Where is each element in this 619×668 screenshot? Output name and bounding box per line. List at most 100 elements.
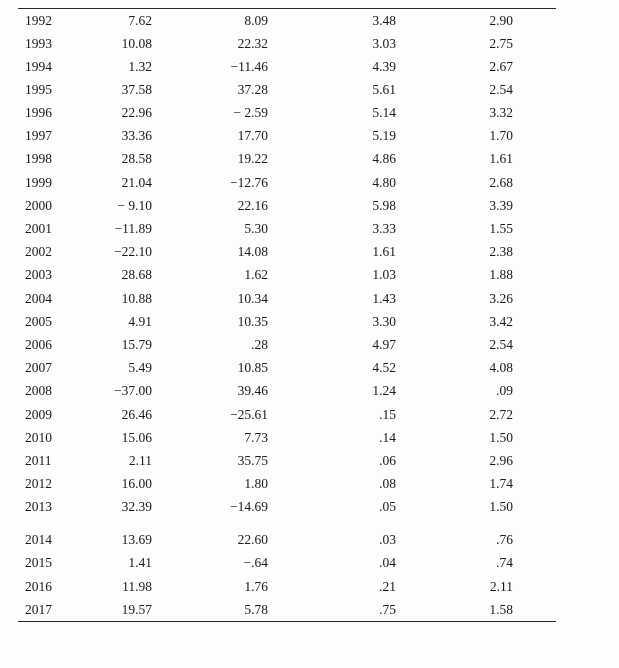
annual-returns-table: 1992 7.62 8.09 3.48 2.90 1993 10.08 22.32 3.03 2.… [18,8,556,622]
spacer-cell [513,287,556,310]
spacer-cell [513,32,556,55]
value-cell: 10.08 [121,35,152,51]
year-cell: 2012 [25,476,52,492]
value-cell: 4.80 [372,174,396,190]
year-cell: 2003 [25,267,52,283]
value-cell: 1.61 [372,244,396,260]
table-row: 2017 19.57 5.78 .75 1.58 [18,598,556,621]
value-cell: 1.50 [489,499,513,515]
value-cell: 7.73 [244,429,268,445]
spacer-cell [513,403,556,426]
value-cell: 5.78 [244,601,268,617]
spacer-cell [513,519,556,552]
value-cell: 5.61 [372,81,396,97]
table-row: 1993 10.08 22.32 3.03 2.75 [18,32,556,55]
year-cell: 2014 [25,531,52,547]
value-cell: 3.33 [372,221,396,237]
value-cell: 1.41 [128,555,152,571]
table-row: 1994 1.32 −11.46 4.39 2.67 [18,55,556,78]
value-cell: − 9.10 [117,197,152,213]
value-cell: 1.43 [372,290,396,306]
table-row: 1996 22.96 − 2.59 5.14 3.32 [18,101,556,124]
spacer-cell [513,356,556,379]
year-cell: 1996 [25,105,52,121]
value-cell: −37.00 [114,383,152,399]
value-cell: 2.11 [489,578,513,594]
year-cell: 2001 [25,221,52,237]
value-cell: 21.04 [121,174,152,190]
table-row: 2015 1.41 −.64 .04 .74 [18,552,556,575]
table-row: 2013 32.39 −14.69 .05 1.50 [18,495,556,518]
spacer-cell [513,472,556,495]
table-row: 1998 28.58 19.22 4.86 1.61 [18,148,556,171]
value-cell: 3.32 [489,105,513,121]
value-cell: 4.39 [372,58,396,74]
spacer-cell [513,194,556,217]
value-cell: 1.62 [244,267,268,283]
value-cell: 3.30 [372,313,396,329]
table-row: 1999 21.04 −12.76 4.80 2.68 [18,171,556,194]
year-cell: 1994 [25,58,52,74]
value-cell: 2.96 [489,452,513,468]
value-cell: 7.62 [128,12,152,28]
value-cell: 19.22 [237,151,268,167]
value-cell: .28 [251,336,268,352]
year-cell: 2016 [25,578,52,594]
value-cell: 1.50 [489,429,513,445]
value-cell: 2.72 [489,406,513,422]
value-cell: .21 [379,578,396,594]
table-row: 2003 28.68 1.62 1.03 1.88 [18,264,556,287]
table-row: 1992 7.62 8.09 3.48 2.90 [18,9,556,32]
document-page: 1992 7.62 8.09 3.48 2.90 1993 10.08 22.32 3.03 2.… [18,8,556,622]
value-cell: .74 [496,555,513,571]
value-cell: 3.26 [489,290,513,306]
year-cell: 1998 [25,151,52,167]
table-row: 2009 26.46 −25.61 .15 2.72 [18,403,556,426]
value-cell: 3.48 [372,12,396,28]
year-cell: 2007 [25,360,52,376]
table-row: 2011 2.11 35.75 .06 2.96 [18,449,556,472]
value-cell: −11.46 [230,58,269,74]
year-cell: 2008 [25,383,52,399]
value-cell: 1.70 [489,128,513,144]
year-cell: 1997 [25,128,52,144]
value-cell: 26.46 [121,406,152,422]
spacer-cell [513,449,556,472]
year-cell: 1999 [25,174,52,190]
value-cell: 39.46 [237,383,268,399]
value-cell: 2.75 [489,35,513,51]
value-cell: 1.55 [489,221,513,237]
value-cell: 2.68 [489,174,513,190]
table-row: 2001 −11.89 5.30 3.33 1.55 [18,217,556,240]
value-cell: .06 [379,452,396,468]
table-row: 2012 16.00 1.80 .08 1.74 [18,472,556,495]
value-cell: 2.54 [489,81,513,97]
spacer-cell [513,380,556,403]
value-cell: 3.03 [372,35,396,51]
year-cell: 2000 [25,197,52,213]
year-cell: 1995 [25,81,52,97]
value-cell: 19.57 [121,601,152,617]
year-cell: 2017 [25,601,52,617]
table-row: 2005 4.91 10.35 3.30 3.42 [18,310,556,333]
spacer-cell [513,575,556,598]
value-cell: .14 [379,429,396,445]
value-cell: .15 [379,406,396,422]
value-cell: 1.58 [489,601,513,617]
spacer-cell [513,101,556,124]
spacer-cell [513,552,556,575]
table-row: 2016 11.98 1.76 .21 2.11 [18,575,556,598]
value-cell: .08 [379,476,396,492]
value-cell: 22.60 [237,531,268,547]
table-row: 1995 37.58 37.28 5.61 2.54 [18,78,556,101]
value-cell: − 2.59 [233,105,268,121]
spacer-cell [513,598,556,621]
spacer-cell [513,217,556,240]
value-cell: 4.86 [372,151,396,167]
value-cell: 35.75 [237,452,268,468]
value-cell: 5.98 [372,197,396,213]
value-cell: −14.69 [230,499,268,515]
value-cell: 3.42 [489,313,513,329]
value-cell: 1.76 [244,578,268,594]
value-cell: 10.34 [237,290,268,306]
